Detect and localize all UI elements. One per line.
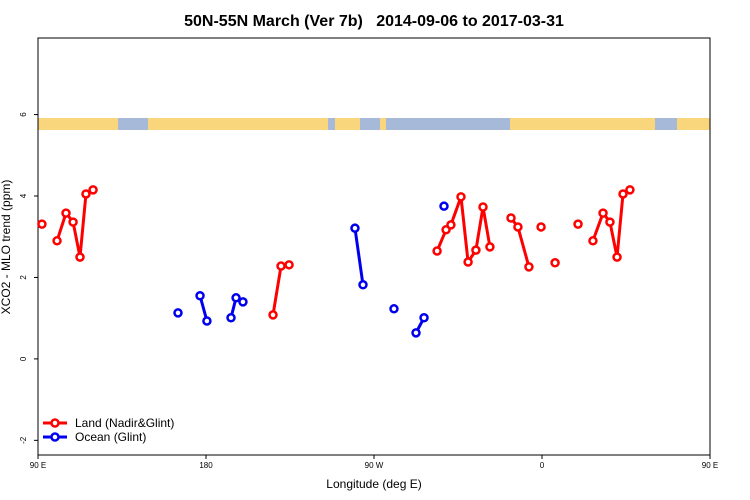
series-line	[55, 188, 631, 316]
land-band	[510, 118, 710, 130]
data-point	[37, 219, 47, 229]
data-point	[573, 219, 583, 229]
x-tick-label: 90 W	[365, 461, 384, 470]
data-point	[284, 260, 294, 270]
data-point	[238, 297, 248, 307]
y-tick-label: 4	[19, 193, 28, 198]
data-point	[625, 185, 635, 195]
data-point	[446, 220, 456, 230]
data-point	[61, 208, 71, 218]
data-point	[389, 304, 399, 314]
data-point	[358, 280, 368, 290]
x-tick-label: 90 E	[702, 461, 718, 470]
legend-marker	[50, 418, 60, 428]
series-line	[200, 206, 444, 333]
data-point	[513, 222, 523, 232]
data-point	[350, 223, 360, 233]
data-point	[463, 257, 473, 267]
data-point	[75, 252, 85, 262]
data-point	[68, 217, 78, 227]
data-point	[432, 246, 442, 256]
x-tick-label: 90 E	[30, 461, 46, 470]
data-point	[478, 202, 488, 212]
data-point	[419, 313, 429, 323]
land-band	[148, 118, 328, 130]
y-tick-label: -2	[19, 436, 28, 444]
legend-marker	[50, 432, 60, 442]
data-point	[88, 185, 98, 195]
data-point	[536, 222, 546, 232]
y-tick-label: 0	[19, 356, 28, 361]
data-point	[456, 192, 466, 202]
data-point	[588, 236, 598, 246]
legend-label: Ocean (Glint)	[75, 430, 146, 444]
data-point	[268, 310, 278, 320]
data-point	[173, 308, 183, 318]
data-point	[612, 252, 622, 262]
data-point	[195, 291, 205, 301]
land-band	[38, 118, 118, 130]
data-point	[276, 261, 286, 271]
data-point	[524, 262, 534, 272]
legend-label: Land (Nadir&Glint)	[75, 416, 174, 430]
data-point	[550, 258, 560, 268]
data-point	[485, 242, 495, 252]
land-band	[380, 118, 386, 130]
y-tick-label: 2	[19, 275, 28, 280]
data-point	[439, 201, 449, 211]
x-axis-label: Longitude (deg E)	[326, 477, 421, 491]
ocean-band	[655, 118, 677, 130]
x-tick-label: 180	[199, 461, 213, 470]
data-point	[506, 213, 516, 223]
chart-title: 50N-55N March (Ver 7b) 2014-09-06 to 201…	[184, 13, 564, 30]
y-axis-label: XCO2 - MLO trend (ppm)	[0, 180, 13, 315]
data-point	[618, 189, 628, 199]
y-tick-label: 6	[19, 112, 28, 117]
land-ocean-band	[38, 118, 710, 130]
data-point	[226, 313, 236, 323]
data-point	[81, 189, 91, 199]
data-point	[231, 293, 241, 303]
land-band	[335, 118, 360, 130]
data-point	[598, 208, 608, 218]
data-point	[202, 316, 212, 326]
x-tick-label: 0	[540, 461, 545, 470]
data-point	[411, 328, 421, 338]
data-point	[605, 217, 615, 227]
plot-frame	[37, 37, 711, 456]
data-point	[52, 236, 62, 246]
data-point	[471, 245, 481, 255]
